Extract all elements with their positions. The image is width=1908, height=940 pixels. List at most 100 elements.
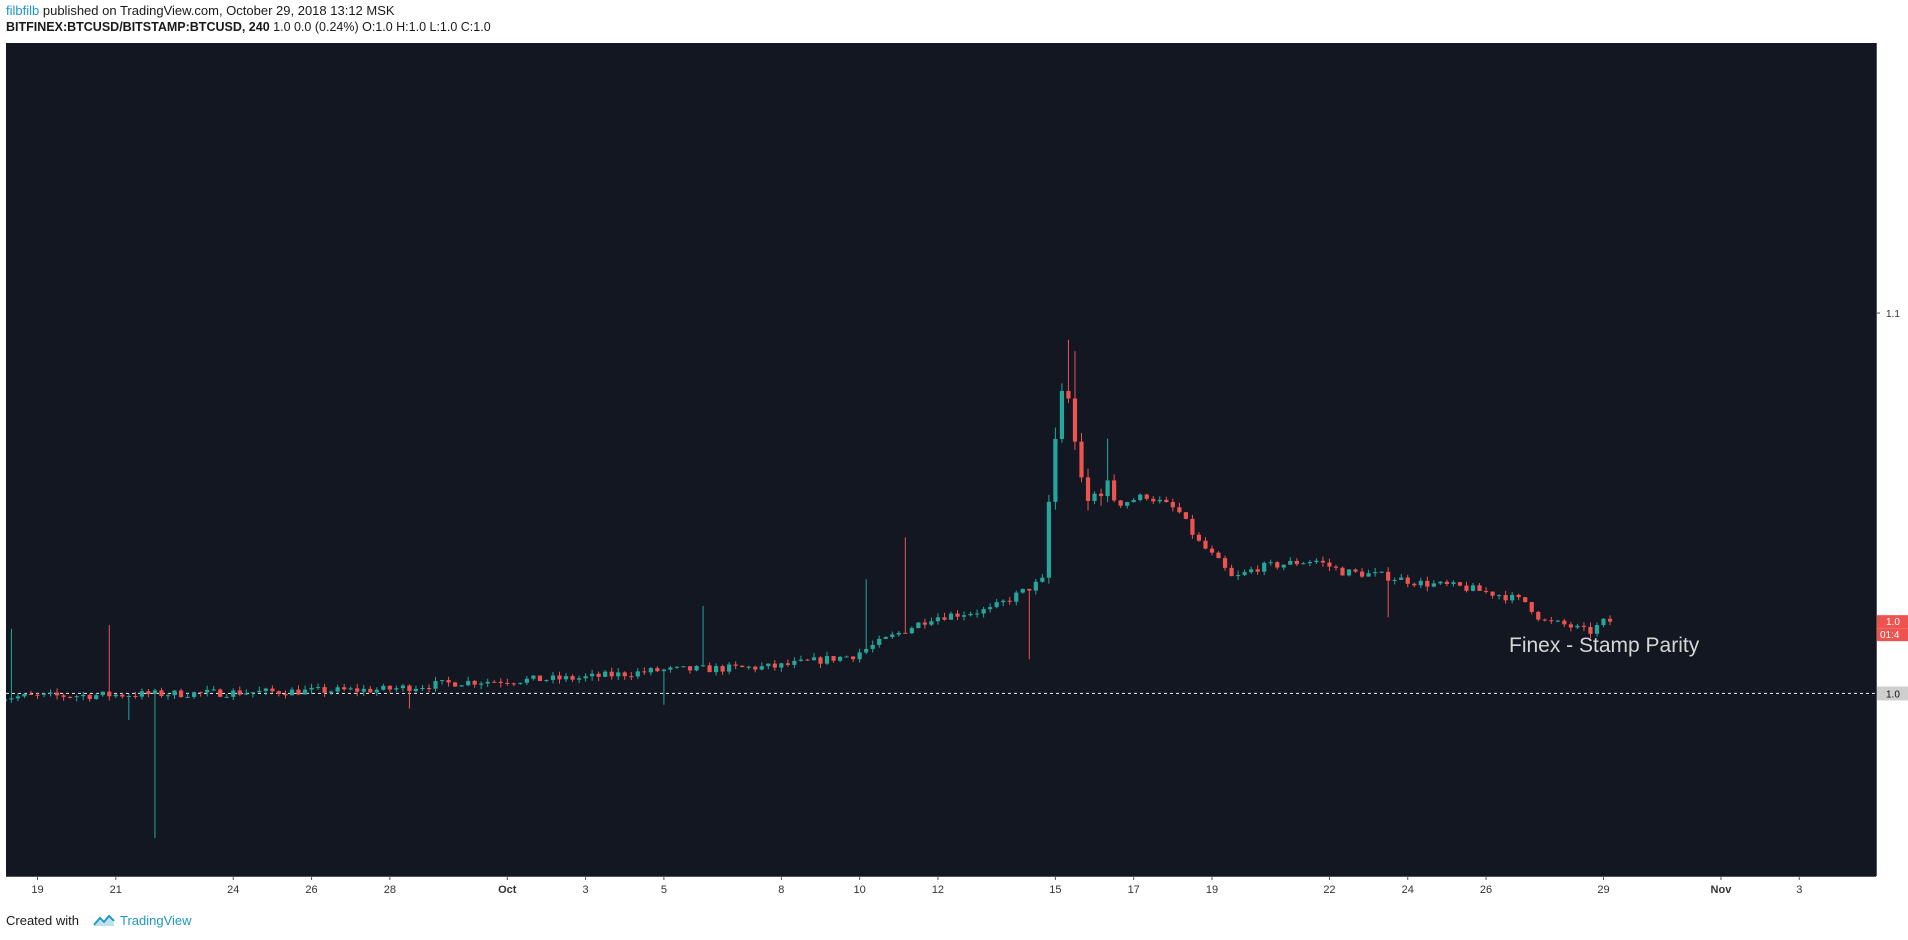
candle-body [387,685,392,690]
candle-body [1196,534,1202,541]
candle-body [1477,585,1482,591]
candle-body [596,673,601,677]
candle-body [1177,507,1182,513]
candle-body [1203,540,1208,549]
candle-body [1125,502,1130,506]
candle-body [192,692,197,697]
candle-body [426,688,432,690]
tradingview-link[interactable]: TradingView [85,913,192,928]
candle-body [968,613,973,616]
time-axis[interactable]: 19 21 24 26 28 Oct 3 5 8 10 12 15 17 19 22 24 26 29 Nov 3 [6,876,1876,906]
candle-body [1340,567,1345,576]
candle-body [1392,579,1397,581]
candle-body [368,688,373,693]
candle-body [1366,573,1371,577]
candle-body [798,659,804,661]
candle-body [642,671,647,673]
time-tick-label: 3 [583,884,589,896]
candle-body [1085,477,1091,501]
candle-body [537,675,543,682]
candle-body [231,690,236,697]
candle-body [877,638,882,645]
candle-body [629,676,634,678]
candle-body [1275,562,1280,568]
candle-body [107,691,112,697]
candle-body [263,688,268,691]
chart-area[interactable]: Finex - Stamp Parity [0,43,1876,876]
candle-body [772,663,777,668]
candle-body [1294,560,1299,565]
candle-body [511,683,516,685]
candle-body [1307,562,1312,564]
candle-body [205,689,210,693]
candle-body [1607,618,1613,622]
candle-body [113,694,118,697]
tradingview-logo-icon [93,914,115,926]
candle-body [1405,577,1410,584]
time-tick-label: 10 [854,884,866,896]
price-axis[interactable]: 1.11.01.01.001:4 [1876,43,1908,876]
candle-body [590,673,595,677]
time-tick-label: 15 [1049,884,1061,896]
candle-body [1105,480,1110,497]
candle-body [459,685,464,687]
candle-body [1209,548,1215,553]
candle-body [446,680,451,683]
candle-body [28,693,34,695]
publish-info: published on TradingView.com, October 29… [39,3,395,18]
time-tick-label: 3 [1796,884,1802,896]
candle-body [681,666,686,668]
candle-body [1020,588,1025,593]
candle-body [635,671,640,677]
candle-body [857,652,862,660]
candle-body [1470,585,1476,591]
candle-body [616,672,621,677]
candle-body [1144,494,1149,499]
candle-body [159,690,164,697]
candle-body [824,656,830,664]
candle-body [1536,611,1541,620]
candle-body [1164,499,1169,503]
time-tick-label: 17 [1128,884,1140,896]
time-tick-label: Nov [1711,884,1733,896]
candle-body [994,602,999,608]
candle-body [531,675,536,679]
tradingview-brand[interactable]: TradingView [119,913,192,928]
candle-body [720,666,725,672]
candle-body [439,680,445,682]
candle-body [1373,572,1378,574]
candle-body [218,689,223,697]
candle-body [329,691,334,693]
candle-body [146,691,151,695]
candle-body [1183,512,1188,519]
author-link[interactable]: filbfilb [6,3,40,18]
candle-body [1281,564,1286,568]
candle-body [1379,571,1384,573]
candle-body [1014,592,1019,602]
candle-body [407,685,412,692]
candle-body [1066,390,1071,399]
candle-body [198,692,203,694]
candle-body [837,656,843,661]
candle-body [61,695,66,697]
candle-body [41,693,47,695]
candle-body [811,657,817,661]
candle-body [1314,560,1319,563]
candle-body [1033,581,1038,591]
candlestick-chart[interactable]: Finex - Stamp Parity [0,43,1876,876]
candle-body [492,681,497,683]
candle-body [120,694,125,697]
candle-body [283,693,288,696]
candle-body [1092,493,1097,501]
candle-body [916,622,921,629]
candle-body [1079,441,1084,478]
candle-body [1457,582,1463,586]
candle-body [1301,563,1306,565]
candle-body [674,666,680,668]
candle-body [1040,577,1045,582]
candle-body [1399,577,1404,580]
candle-body [361,688,366,692]
candle-body [1523,597,1528,603]
candle-body [1444,581,1449,585]
candle-body [883,637,888,639]
